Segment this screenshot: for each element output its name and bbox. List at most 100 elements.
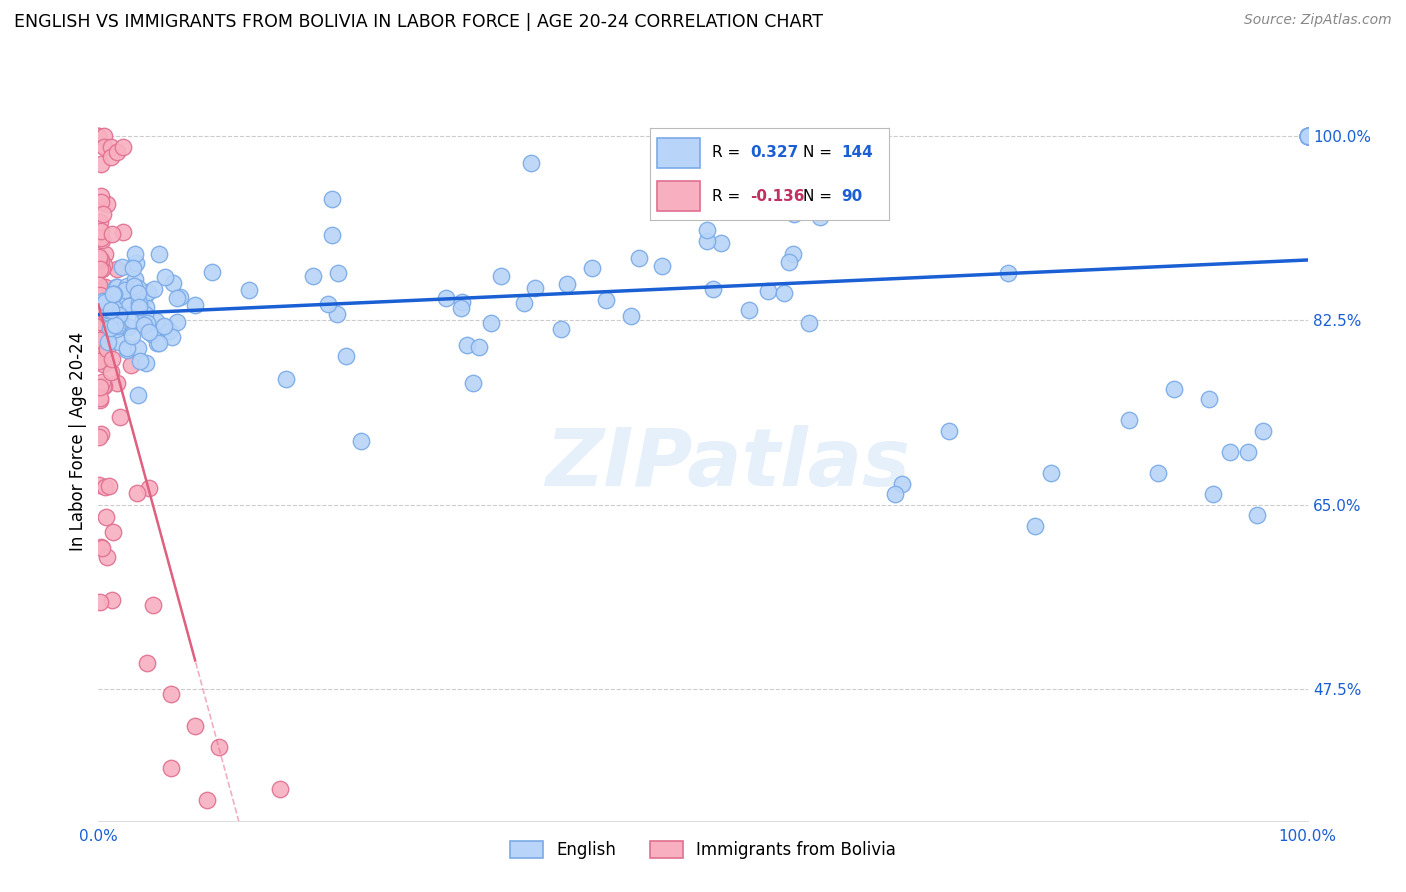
Point	[1296, 129, 1319, 144]
Point	[132, 311, 155, 326]
Point	[87, 346, 110, 360]
Point	[160, 330, 183, 344]
Point	[783, 207, 806, 221]
Point	[94, 279, 117, 293]
Point	[100, 139, 122, 153]
Point	[104, 318, 127, 332]
Point	[718, 164, 741, 178]
Point	[148, 246, 170, 260]
Point	[160, 687, 183, 701]
Point	[166, 291, 188, 305]
Point	[96, 308, 118, 322]
Point	[89, 391, 111, 405]
Point	[142, 281, 165, 295]
Point	[89, 343, 111, 357]
Point	[1118, 413, 1140, 427]
Point	[117, 320, 139, 334]
Point	[1296, 129, 1319, 144]
Point	[93, 129, 115, 144]
Point	[201, 265, 224, 279]
Point	[141, 327, 163, 342]
Point	[93, 258, 115, 272]
Point	[103, 301, 125, 315]
Point	[93, 139, 115, 153]
Point	[90, 195, 112, 210]
Point	[89, 284, 111, 298]
Point	[114, 283, 136, 297]
Point	[1040, 466, 1063, 480]
Point	[184, 719, 207, 733]
Point	[91, 375, 114, 389]
Point	[142, 598, 165, 612]
Point	[808, 193, 831, 207]
Point	[87, 349, 110, 363]
Point	[797, 317, 820, 331]
Point	[90, 540, 112, 554]
Point	[107, 309, 129, 323]
Point	[105, 145, 128, 159]
Point	[938, 424, 960, 438]
FancyBboxPatch shape	[657, 181, 700, 211]
Text: -0.136: -0.136	[751, 189, 804, 203]
Point	[90, 303, 112, 318]
Point	[100, 150, 122, 164]
Point	[87, 478, 110, 492]
Y-axis label: In Labor Force | Age 20-24: In Labor Force | Age 20-24	[69, 332, 87, 551]
Point	[87, 129, 110, 144]
Point	[87, 352, 110, 367]
Point	[1237, 445, 1260, 459]
Point	[90, 262, 112, 277]
Point	[96, 335, 118, 350]
Point	[1296, 129, 1319, 144]
FancyBboxPatch shape	[657, 138, 700, 168]
Point	[90, 189, 112, 203]
Text: 0.327: 0.327	[751, 145, 799, 161]
Point	[301, 269, 323, 284]
Point	[93, 246, 115, 260]
Point	[91, 207, 114, 221]
Point	[120, 358, 142, 372]
Point	[111, 260, 134, 274]
Point	[148, 335, 170, 350]
Point	[93, 379, 115, 393]
Point	[1296, 129, 1319, 144]
Point	[132, 291, 155, 305]
Point	[107, 334, 129, 349]
Point	[489, 268, 512, 283]
Point	[238, 283, 260, 297]
Point	[96, 196, 118, 211]
Point	[134, 318, 156, 333]
Point	[110, 310, 132, 324]
Point	[115, 278, 138, 293]
Text: 144: 144	[842, 145, 873, 161]
Point	[183, 298, 205, 312]
Point	[1296, 129, 1319, 144]
Point	[89, 288, 111, 302]
Point	[127, 341, 149, 355]
Point	[91, 541, 114, 555]
Text: N =: N =	[803, 145, 832, 161]
Point	[153, 319, 176, 334]
Point	[90, 312, 112, 326]
Point	[1296, 129, 1319, 144]
Point	[105, 262, 128, 277]
Point	[666, 148, 689, 162]
Point	[702, 282, 724, 296]
Point	[127, 280, 149, 294]
Point	[127, 486, 149, 500]
Text: 90: 90	[842, 189, 863, 203]
Point	[1296, 129, 1319, 144]
Point	[94, 509, 117, 524]
Point	[87, 278, 110, 293]
Point	[697, 167, 720, 181]
Point	[87, 291, 110, 305]
Point	[101, 592, 124, 607]
Point	[710, 236, 733, 251]
Point	[87, 300, 110, 314]
Point	[122, 279, 145, 293]
Point	[208, 739, 231, 754]
Point	[581, 261, 603, 276]
Point	[89, 215, 111, 229]
Point	[89, 252, 111, 266]
Point	[155, 269, 177, 284]
